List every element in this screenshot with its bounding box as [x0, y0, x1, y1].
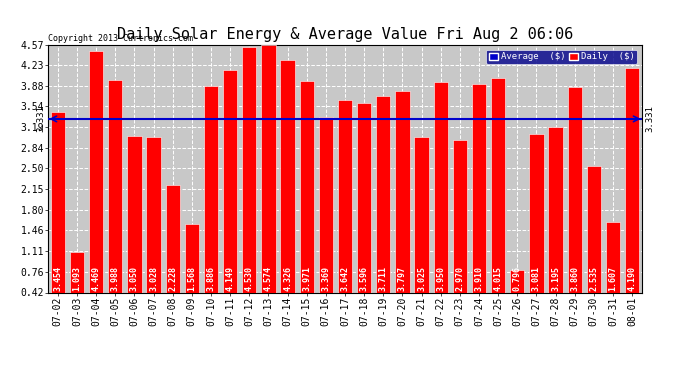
Bar — [262, 45, 275, 318]
Bar — [108, 80, 123, 318]
Text: 3.886: 3.886 — [206, 266, 215, 291]
Text: 3.028: 3.028 — [149, 266, 158, 291]
Bar — [299, 81, 314, 318]
Text: 1.607: 1.607 — [609, 266, 618, 291]
Bar — [280, 60, 295, 318]
Text: 2.535: 2.535 — [589, 266, 598, 291]
Bar — [376, 96, 391, 318]
Text: 3.988: 3.988 — [111, 266, 120, 291]
Bar — [338, 100, 352, 318]
Bar — [606, 222, 620, 318]
Bar — [166, 184, 180, 318]
Bar — [127, 136, 141, 318]
Text: 2.970: 2.970 — [455, 266, 464, 291]
Text: 3.950: 3.950 — [436, 266, 445, 291]
Bar — [453, 140, 467, 318]
Text: 3.596: 3.596 — [359, 266, 368, 291]
Bar — [472, 84, 486, 318]
Text: 3.711: 3.711 — [379, 266, 388, 291]
Bar — [70, 252, 84, 318]
Text: 4.574: 4.574 — [264, 266, 273, 291]
Text: 1.568: 1.568 — [188, 266, 197, 291]
Bar — [50, 111, 65, 318]
Bar — [549, 127, 563, 318]
Bar — [319, 117, 333, 318]
Text: 2.228: 2.228 — [168, 266, 177, 291]
Legend: Average  ($), Daily  ($): Average ($), Daily ($) — [486, 50, 637, 64]
Bar — [204, 86, 218, 318]
Bar — [433, 82, 448, 318]
Text: 3.971: 3.971 — [302, 266, 311, 291]
Text: 4.149: 4.149 — [226, 266, 235, 291]
Text: 3.860: 3.860 — [570, 266, 579, 291]
Text: 3.642: 3.642 — [340, 266, 350, 291]
Bar — [223, 70, 237, 318]
Text: 3.081: 3.081 — [532, 266, 541, 291]
Text: 3.910: 3.910 — [475, 266, 484, 291]
Bar — [510, 270, 524, 318]
Bar — [242, 47, 257, 318]
Bar — [491, 78, 505, 318]
Bar — [395, 91, 410, 318]
Bar — [625, 68, 640, 318]
Text: 4.530: 4.530 — [245, 266, 254, 291]
Bar — [586, 166, 601, 318]
Title: Daily Solar Energy & Average Value Fri Aug 2 06:06: Daily Solar Energy & Average Value Fri A… — [117, 27, 573, 42]
Bar — [568, 87, 582, 318]
Text: 1.093: 1.093 — [72, 266, 81, 291]
Bar — [185, 224, 199, 318]
Text: 0.796: 0.796 — [513, 266, 522, 291]
Bar — [89, 51, 104, 318]
Text: 3.195: 3.195 — [551, 266, 560, 291]
Bar — [529, 134, 544, 318]
Text: 3.331: 3.331 — [37, 105, 46, 132]
Bar — [146, 137, 161, 318]
Text: Copyright 2013 Curtronics.com: Copyright 2013 Curtronics.com — [48, 33, 193, 42]
Text: 3.050: 3.050 — [130, 266, 139, 291]
Bar — [415, 137, 428, 318]
Text: 3.331: 3.331 — [646, 105, 655, 132]
Text: 3.369: 3.369 — [322, 266, 331, 291]
Text: 4.326: 4.326 — [283, 266, 292, 291]
Text: 3.797: 3.797 — [398, 266, 407, 291]
Text: 3.454: 3.454 — [53, 266, 62, 291]
Bar — [357, 103, 371, 318]
Text: 4.469: 4.469 — [92, 266, 101, 291]
Text: 3.025: 3.025 — [417, 266, 426, 291]
Text: 4.190: 4.190 — [628, 266, 637, 291]
Text: 4.015: 4.015 — [493, 266, 502, 291]
